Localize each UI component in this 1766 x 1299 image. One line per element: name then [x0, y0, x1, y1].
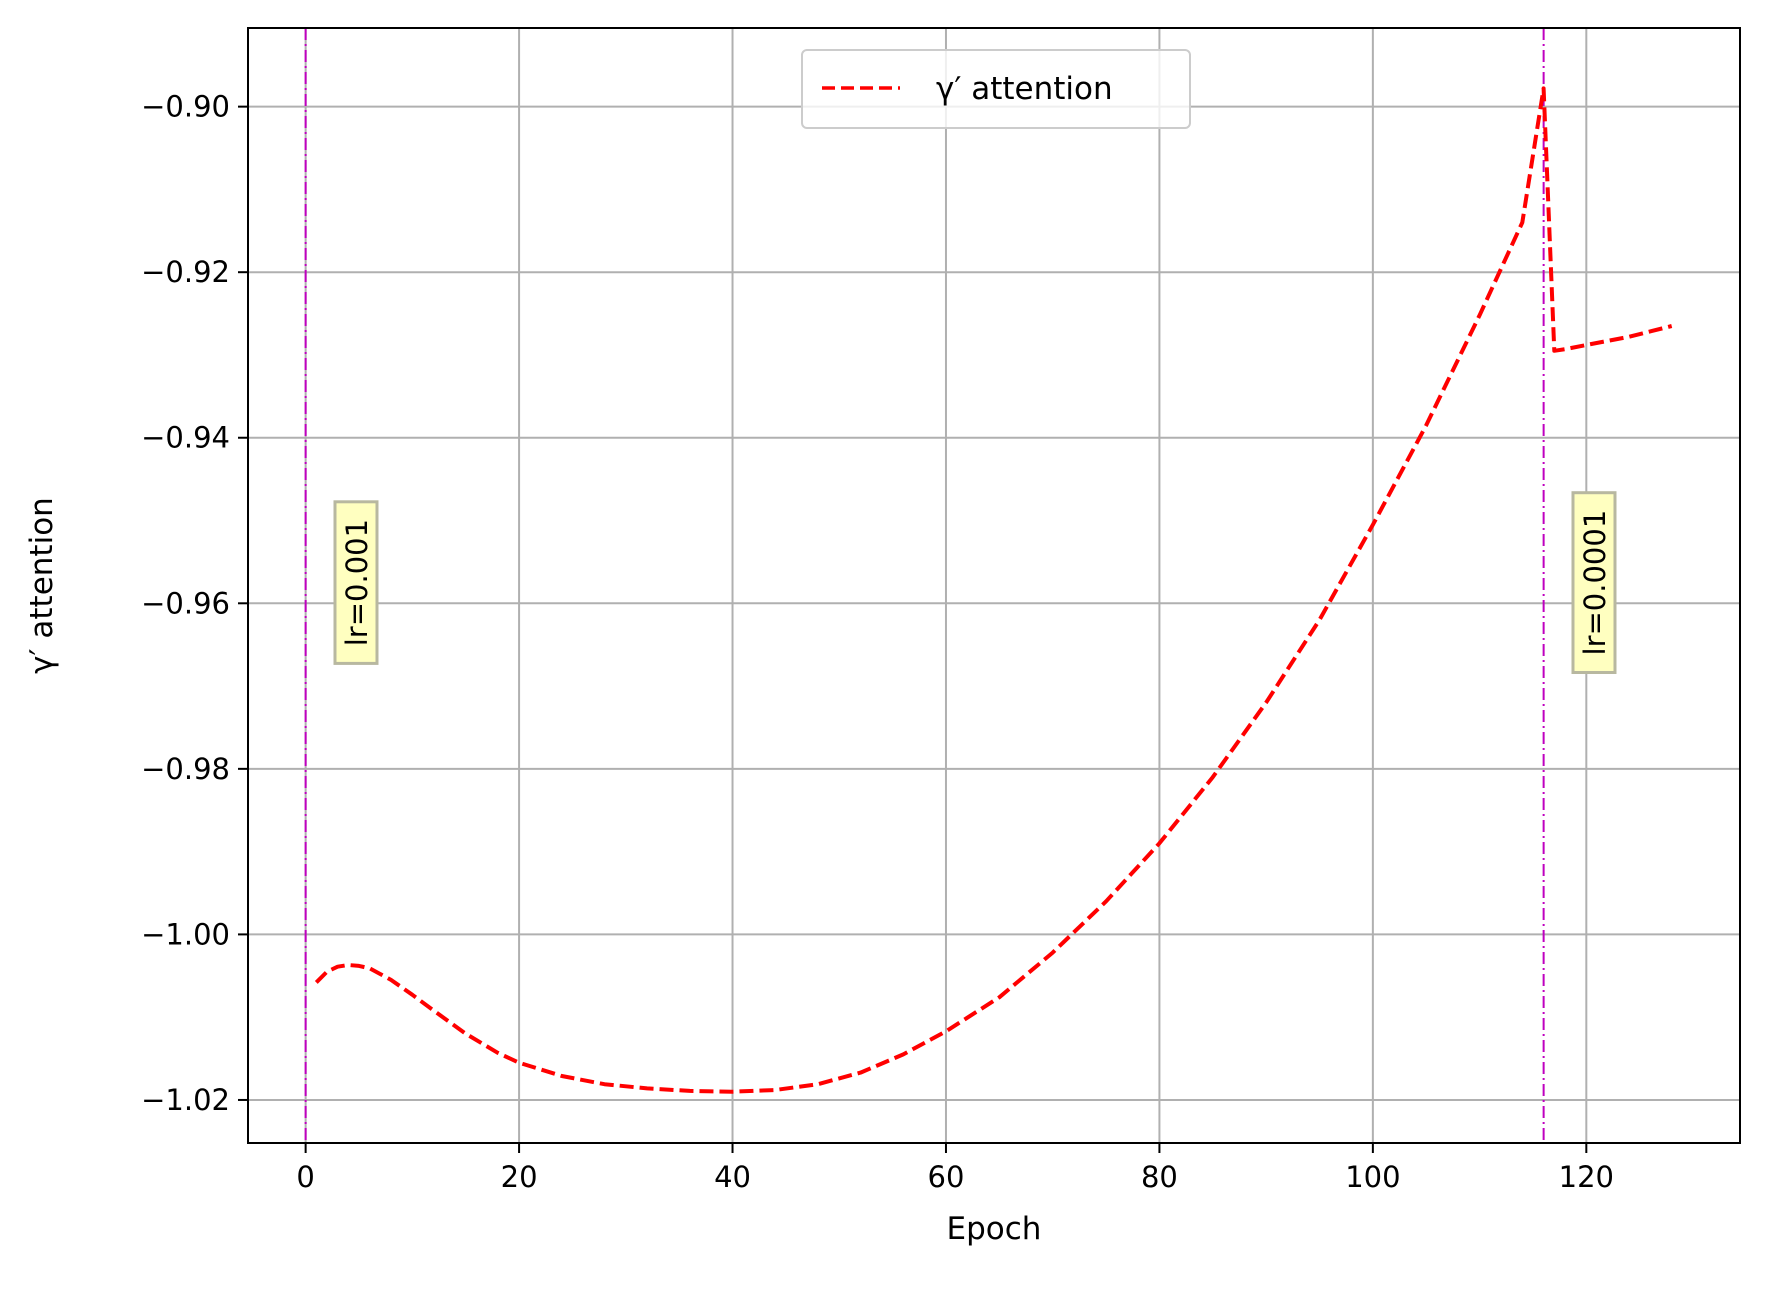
lr-annotation-box — [333, 500, 379, 665]
lr-annotation: lr=0.0001 — [1571, 491, 1617, 675]
series-line — [314, 86, 1673, 1094]
y-tick-label: −0.96 — [141, 586, 230, 620]
x-tick-label: 80 — [1141, 1160, 1178, 1194]
lr-annotation-label: lr=0.001 — [340, 519, 374, 646]
y-tick-label: −0.90 — [141, 90, 230, 124]
x-tick-label: 20 — [501, 1160, 538, 1194]
x-tick-label: 0 — [296, 1160, 314, 1194]
lr-annotation-box — [1571, 491, 1617, 675]
y-tick-label: −1.00 — [141, 917, 230, 951]
plot-frame — [247, 27, 1741, 1144]
annotation-layer: lr=0.001 lr=0.0001 — [333, 491, 1617, 675]
legend-label: γ′ attention — [936, 71, 1113, 107]
x-axis-label: Epoch — [947, 1211, 1042, 1247]
grid-layer — [248, 28, 1740, 1143]
tick-layer: 0 20 40 60 80 100 120 −0.90 −0.92 −0.94 −0.96 −0.98… — [141, 90, 1614, 1194]
vline-layer — [304, 28, 1545, 1143]
y-axis-label: γ′ attention — [24, 497, 60, 674]
legend: γ′ attention — [801, 49, 1191, 129]
x-tick-label: 40 — [714, 1160, 751, 1194]
y-tick-label: −1.02 — [141, 1083, 230, 1117]
x-tick-label: 100 — [1345, 1160, 1400, 1194]
legend-box — [801, 49, 1191, 129]
y-tick-label: −0.92 — [141, 255, 230, 289]
x-tick-label: 120 — [1559, 1160, 1614, 1194]
lr-annotation: lr=0.001 — [333, 500, 379, 665]
lr-annotation-label: lr=0.0001 — [1578, 510, 1612, 656]
y-tick-label: −0.98 — [141, 752, 230, 786]
series-layer — [314, 86, 1673, 1094]
y-tick-label: −0.94 — [141, 421, 230, 455]
x-tick-label: 60 — [928, 1160, 965, 1194]
